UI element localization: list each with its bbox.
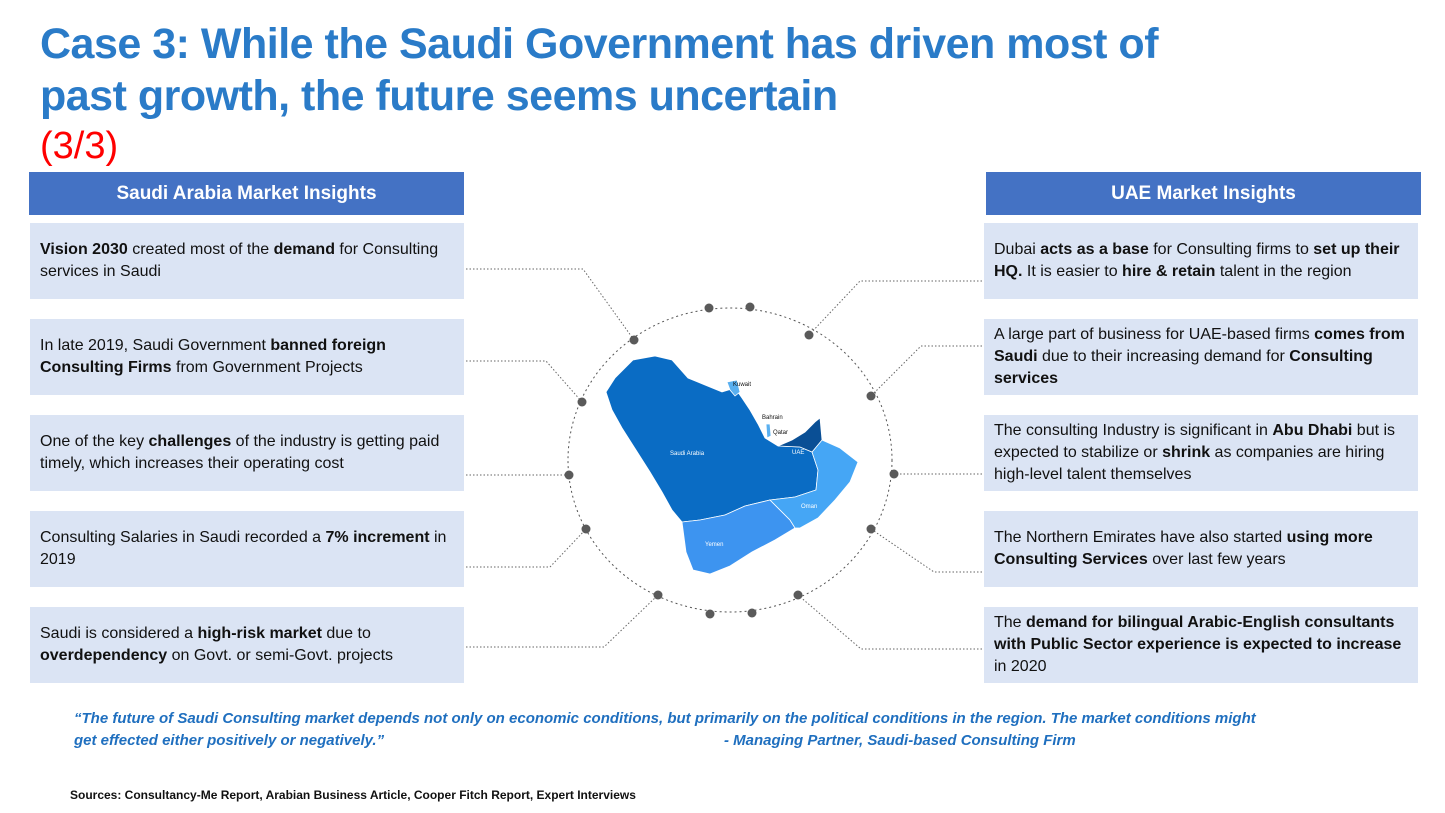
insight-text: In late 2019, Saudi Government banned fo… [40,337,386,376]
insight-text: Dubai acts as a base for Consulting firm… [994,241,1400,280]
page-subtitle: (3/3) [40,125,119,167]
right-connectors [797,280,982,650]
saudi-insight-3: One of the key challenges of the industr… [30,415,464,491]
insight-text: Saudi is considered a high-risk market d… [40,625,394,664]
label-kuwait: Kuwait [733,382,751,388]
label-oman: Oman [801,504,817,510]
saudi-insight-1: Vision 2030 created most of the demand f… [30,223,464,299]
insight-text: One of the key challenges of the industr… [40,433,440,472]
saudi-insight-4: Consulting Salaries in Saudi recorded a … [30,511,464,587]
map-labels: Saudi Arabia Kuwait Bahrain Qatar UAE Om… [670,382,817,548]
gcc-map [605,355,859,575]
insight-text: The consulting Industry is significant i… [994,422,1396,483]
uae-region [777,417,823,453]
uae-insight-1: Dubai acts as a base for Consulting firm… [984,223,1418,299]
connector-dots [564,302,899,619]
insight-text: Vision 2030 created most of the demand f… [40,241,439,280]
uae-insight-3: The consulting Industry is significant i… [984,415,1418,491]
label-saudi-arabia: Saudi Arabia [670,451,705,457]
expert-quote: “The future of Saudi Consulting market d… [74,710,1256,749]
label-qatar: Qatar [773,430,788,436]
uae-insight-5: The demand for bilingual Arabic-English … [984,607,1418,683]
label-uae: UAE [792,450,804,456]
uae-insights-header: UAE Market Insights [986,172,1421,215]
uae-insight-2: A large part of business for UAE-based f… [984,319,1418,395]
kuwait-region [726,379,741,397]
insight-text: The demand for bilingual Arabic-English … [994,614,1402,675]
saudi-insight-5: Saudi is considered a high-risk market d… [30,607,464,683]
saudi-insights-header: Saudi Arabia Market Insights [29,172,464,215]
yemen-region [681,499,796,575]
insight-text: A large part of business for UAE-based f… [994,326,1405,387]
uae-insight-4: The Northern Emirates have also started … [984,511,1418,587]
quote-attribution: - Managing Partner, Saudi-based Consulti… [724,732,1076,749]
label-yemen: Yemen [705,542,723,548]
dotted-ring [567,307,893,613]
sources-note: Sources: Consultancy-Me Report, Arabian … [70,788,636,802]
label-bahrain: Bahrain [762,415,783,421]
qatar-region [765,423,772,439]
saudi-arabia-region [605,355,819,523]
saudi-insight-2: In late 2019, Saudi Government banned fo… [30,319,464,395]
page-title: Case 3: While the Saudi Government has d… [40,20,1159,120]
insight-text: The Northern Emirates have also started … [994,529,1373,568]
left-connectors [466,268,659,648]
insight-text: Consulting Salaries in Saudi recorded a … [40,529,447,568]
